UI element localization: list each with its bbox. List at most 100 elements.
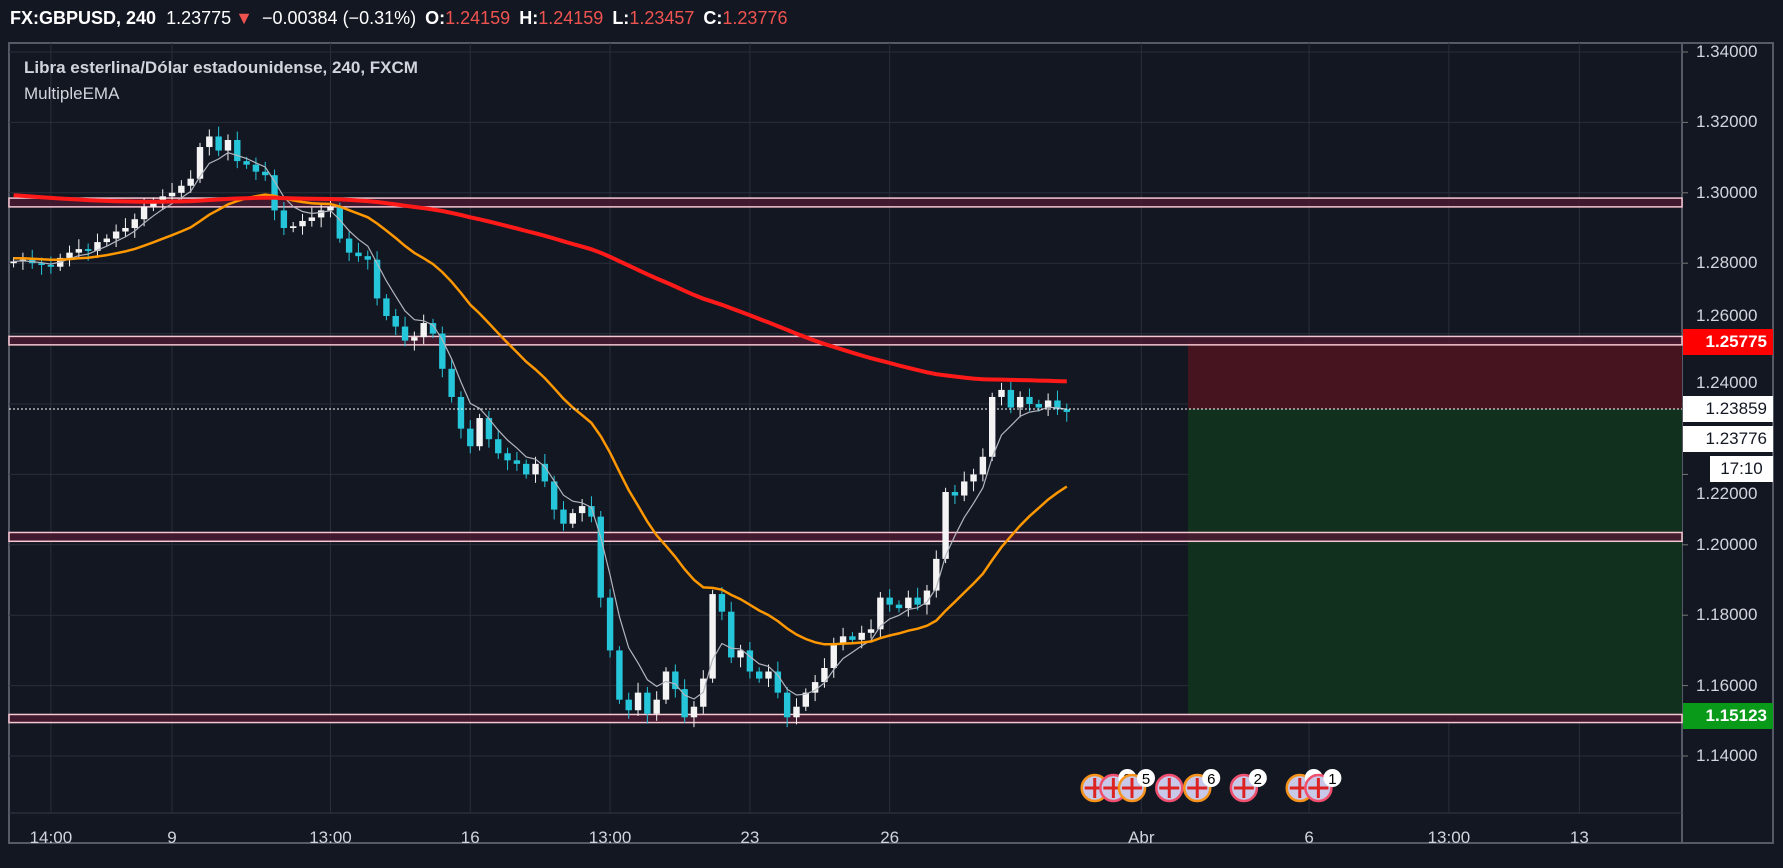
candle-body [243,161,250,165]
candle-body [560,509,567,524]
candle-body [495,439,502,454]
x-tick-label: 14:00 [29,828,73,847]
x-tick-label: 6 [1304,828,1314,847]
candle-body [774,671,782,693]
bar-countdown-label: 17:10 [1710,455,1773,482]
candle-body [47,264,55,267]
candle-body [383,298,390,316]
candle-body [923,590,931,605]
candle-body [1016,396,1024,408]
flag-cross-icon [1122,778,1142,798]
candle-body [886,597,893,605]
candle-body [933,558,940,591]
ema-line-1 [13,152,1067,700]
event-count-badge [1248,769,1267,787]
candle-body [168,192,176,197]
candle-body [756,671,763,679]
indicator-name[interactable]: MultipleEMA [24,84,120,103]
candle-body [830,643,837,668]
candle-body [84,249,92,251]
candle-body [485,418,493,440]
event-count: 6 [1207,771,1215,788]
candle-body [793,706,800,718]
x-tick-label: Abr [1128,828,1155,847]
candle-body [290,226,297,228]
candle-body [1035,404,1042,408]
chart-frame [8,42,1774,844]
candle-body [504,453,511,461]
candle-body [355,252,362,257]
candle-body [597,516,604,598]
price-change: −0.00384 (−0.31%) [261,8,417,28]
candle-body [513,460,521,464]
candle-body [140,206,148,220]
candle-body [951,492,959,496]
x-tick-label: 26 [880,828,900,847]
ema-line-2 [13,193,1068,646]
x-tick-label: 13:00 [309,828,352,847]
candle-body [178,185,185,193]
candle-body [867,629,875,633]
candle-body [569,513,576,524]
candle-body [1007,389,1015,408]
y-tick-label: 1.30000 [1696,182,1758,202]
x-tick-label: 13 [1569,828,1589,847]
y-tick-label: 1.32000 [1696,112,1758,132]
candle-body [308,217,316,221]
candle-body [411,337,418,341]
position-target-zone [1187,408,1682,717]
candle-body [765,671,772,679]
event-count: 5 [1142,771,1150,788]
candle-body [392,316,399,327]
candle-body [10,261,17,264]
symbol-header: FX:GBPUSD, 240 1.23775 ▼ −0.00384 (−0.31%… [10,8,791,29]
position-stop-zone [1187,341,1682,409]
candle-body [262,171,269,176]
candle-body [327,206,334,211]
series-title[interactable]: Libra esterlina/Dólar estadounidense, 24… [24,58,418,77]
y-tick-label: 1.26000 [1696,305,1758,325]
candle-body [653,699,660,714]
candle-body [942,492,949,559]
close-label: C: [703,8,723,28]
candle-body [1063,409,1070,412]
candle-body [215,136,222,151]
support-resistance-zone [8,197,1683,208]
candle-body [728,611,735,658]
candle-body [672,671,679,690]
candle-body [345,238,353,253]
candle-body [317,210,325,218]
candle-body [839,636,847,644]
candle-body [131,219,138,228]
y-tick-label: 1.24000 [1696,373,1758,392]
candle-body [858,632,865,640]
low-value: 1.23457 [629,8,695,28]
event-count-badge [1202,769,1221,787]
candle-body [616,650,623,700]
symbol-name[interactable]: FX:GBPUSD, 240 [10,8,157,28]
candle-body [1044,400,1052,408]
x-tick-label: 23 [740,828,760,847]
candle-body [252,164,260,172]
flag-cross-icon [1233,778,1254,798]
candle-body [662,671,670,700]
candle-body [737,650,744,658]
candle-body [299,220,306,227]
candle-body [122,228,129,232]
x-tick-label: 13:00 [588,828,632,847]
candle-body [1026,396,1033,404]
candle-body [159,196,166,202]
candle-body [467,428,474,447]
x-tick-label: 13:00 [1427,828,1471,847]
candle-body [94,242,101,251]
candle-body [364,256,371,260]
event-count: 1 [1328,771,1336,788]
candle-body [783,692,791,718]
candle-body [271,175,278,211]
candle-body [187,178,194,186]
y-tick-label: 1.28000 [1696,253,1758,273]
y-tick-label: 1.20000 [1696,534,1758,554]
candle-body [541,463,549,482]
candle-body [103,238,110,243]
